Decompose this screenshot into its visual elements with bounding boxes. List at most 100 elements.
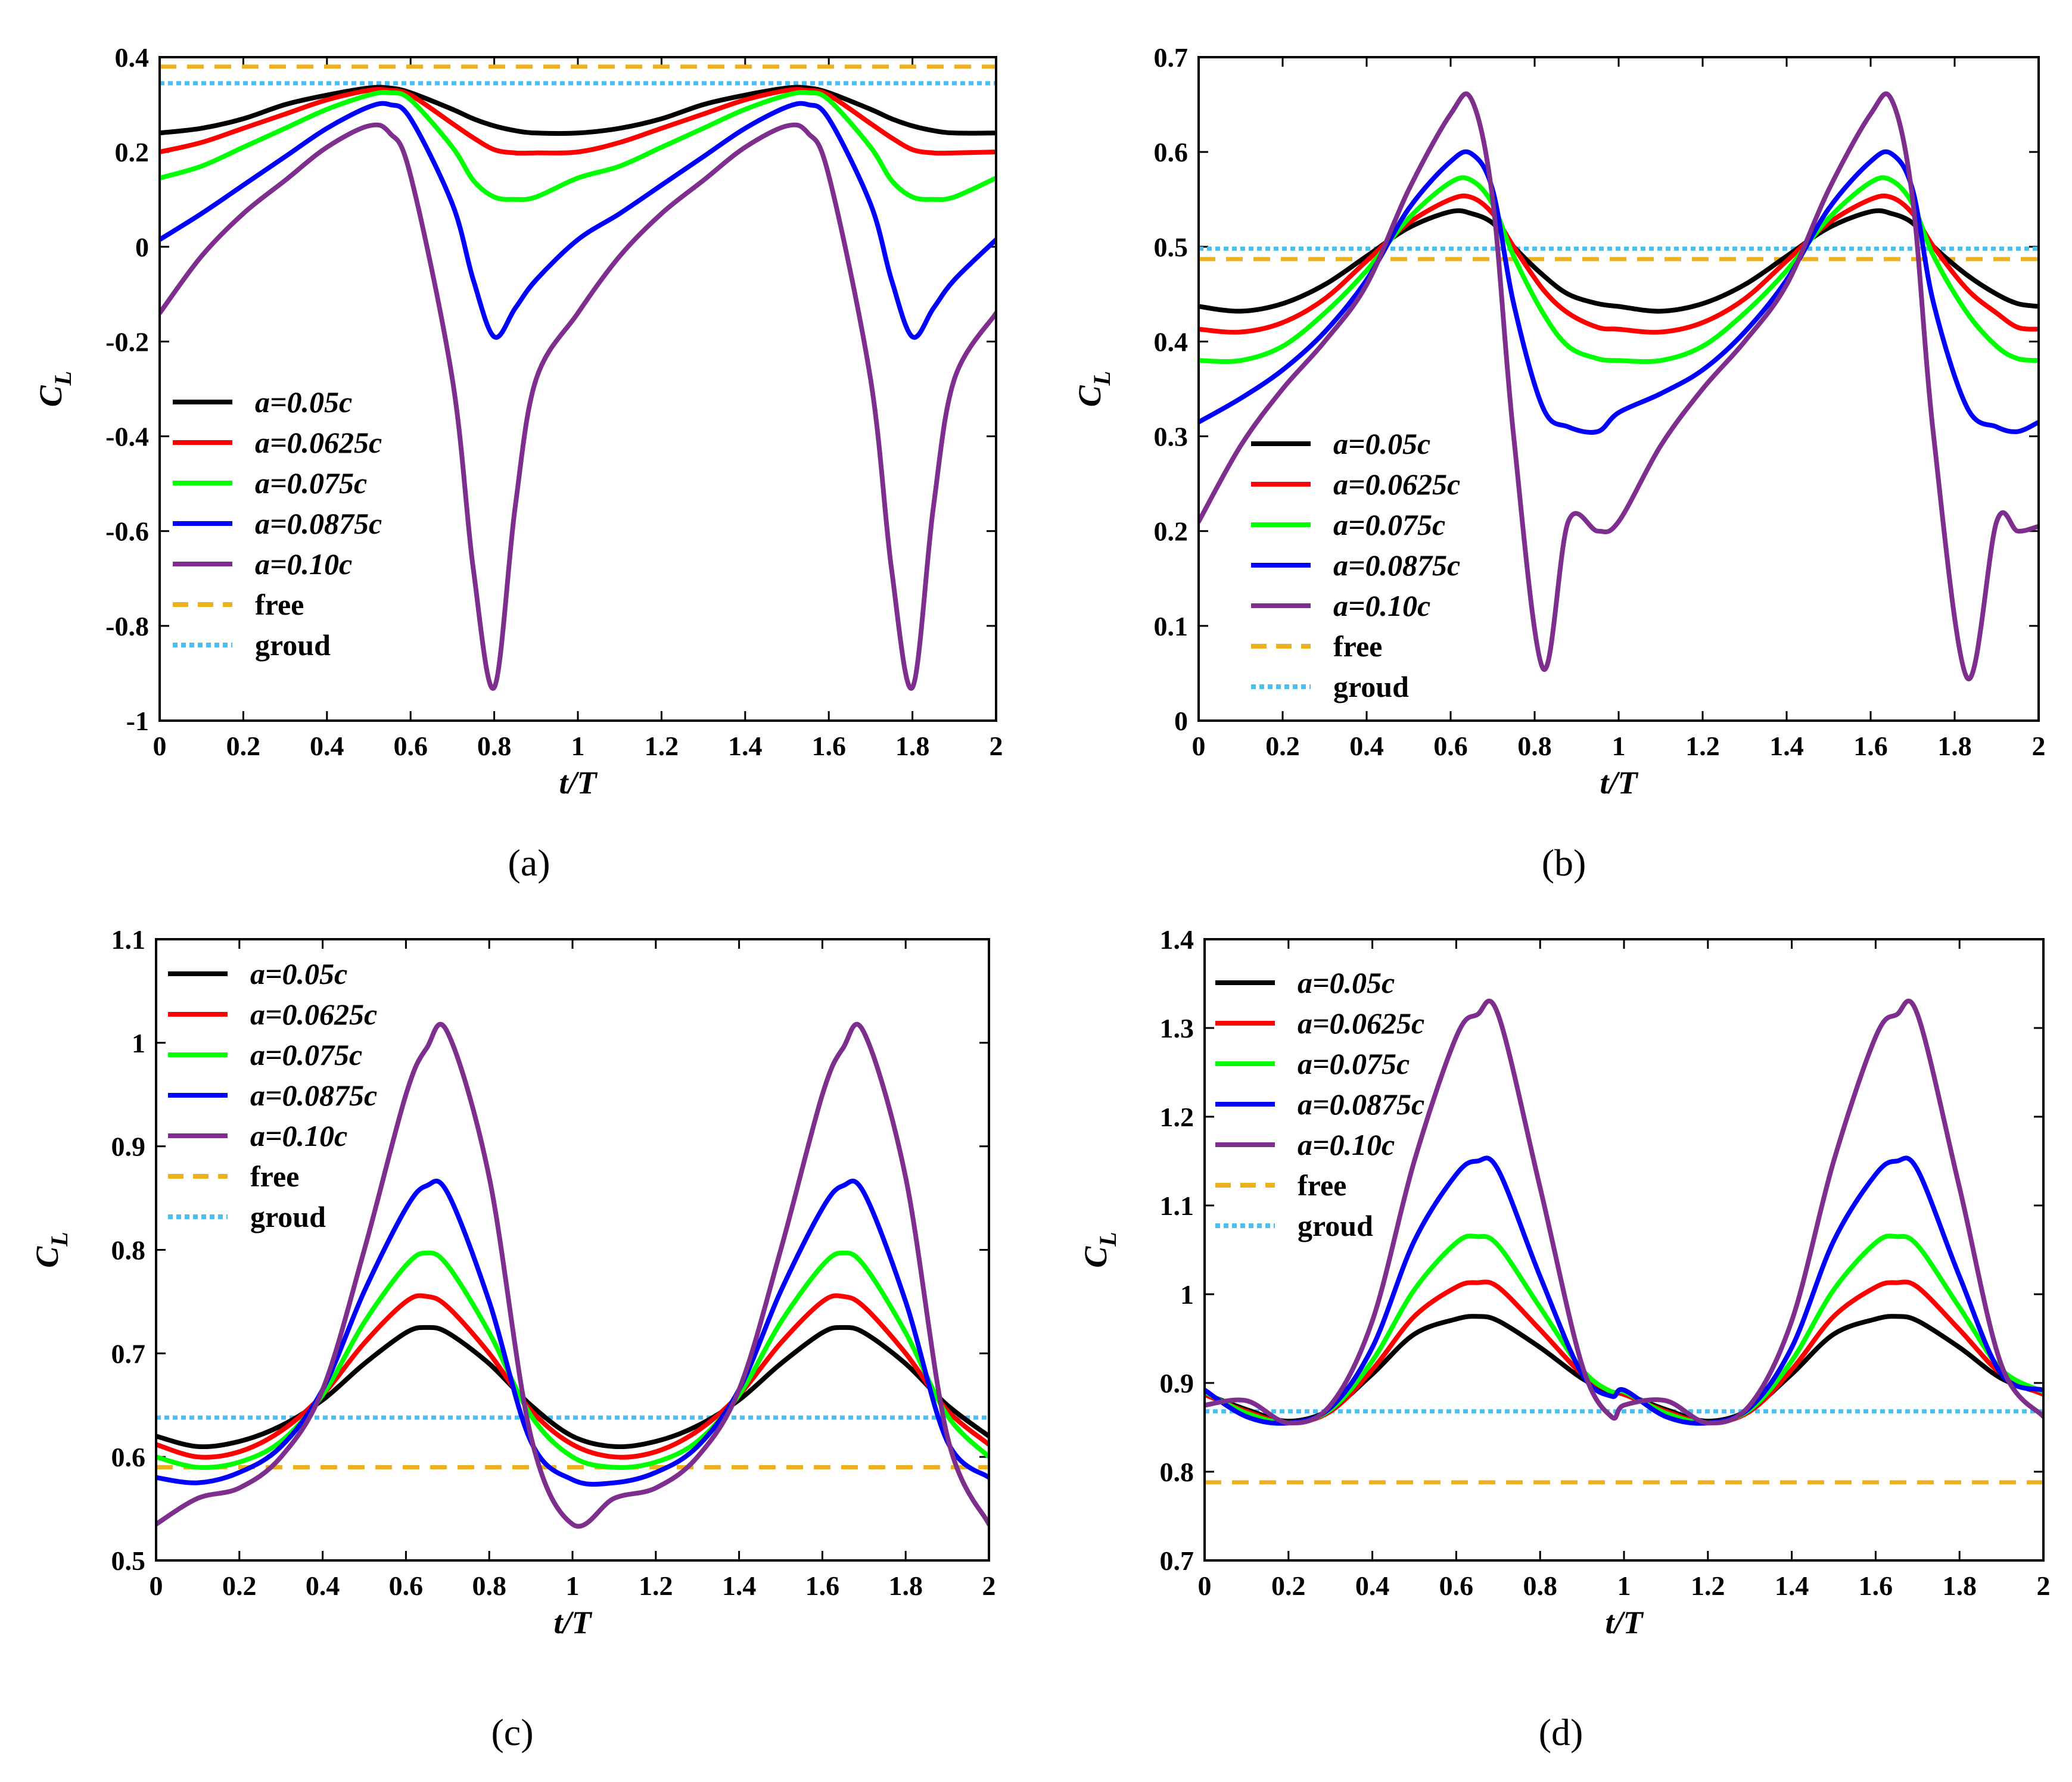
y-tick-label: 1.2 xyxy=(1160,1102,1194,1132)
panel-d: 0 0.2 0.4 0.6 0.8 1 1.2 1.4 1.6 1.8 2 0.7 0.8 0.9 1 1.1… xyxy=(1078,924,2051,1753)
x-tick-label: 0.4 xyxy=(306,1571,340,1601)
legend-label: a=0.10c xyxy=(250,1119,347,1152)
legend-label: a=0.05c xyxy=(1333,427,1430,460)
legend-label: a=0.05c xyxy=(250,957,347,990)
legend-label: a=0.10c xyxy=(255,547,352,581)
legend-label: a=0.10c xyxy=(1298,1128,1395,1161)
legend-label: free xyxy=(1333,630,1382,663)
legend-label: a=0.0625c xyxy=(1333,468,1460,501)
x-tick-label: 2 xyxy=(2037,1571,2051,1601)
y-tick-label: -0.8 xyxy=(105,611,149,641)
legend: a=0.05c a=0.0625c a=0.075c a=0.0875c a=0.10c… xyxy=(168,957,377,1233)
series-line-a=0.10c xyxy=(1205,998,2043,1426)
legend-label: a=0.075c xyxy=(250,1038,362,1071)
x-tick-label: 1.4 xyxy=(728,731,763,761)
x-tick-label: 1.8 xyxy=(888,1571,923,1601)
series-line-a=0.0625c xyxy=(156,1293,989,1460)
x-axis-label: t/T xyxy=(1606,1605,1644,1640)
x-tick-label: 0.6 xyxy=(1439,1571,1474,1601)
y-tick-label: 0.6 xyxy=(111,1442,146,1472)
legend-label: a=0.075c xyxy=(255,466,367,500)
legend-label: free xyxy=(1298,1169,1346,1202)
x-tick-label: 0 xyxy=(1192,731,1206,761)
y-axis-label: CL xyxy=(1072,371,1115,407)
y-axis-label: CL xyxy=(33,371,76,407)
legend-label: a=0.0875c xyxy=(1333,549,1460,582)
y-tick-label: 1.1 xyxy=(111,924,146,955)
x-tick-label: 0.4 xyxy=(1349,731,1384,761)
legend-label: groud xyxy=(255,628,331,662)
y-tick-label: 0 xyxy=(1174,706,1188,736)
x-tick-label: 0.2 xyxy=(1265,731,1300,761)
y-tick-label: 0.7 xyxy=(111,1338,146,1369)
x-tick-label: 0.6 xyxy=(393,731,428,761)
legend-label: free xyxy=(250,1160,299,1193)
legend-label: a=0.05c xyxy=(255,385,352,419)
series-line-a=0.10c xyxy=(1199,91,2039,681)
x-tick-label: 1 xyxy=(571,731,585,761)
series-line-a=0.075c xyxy=(160,90,996,202)
y-tick-label: 1.4 xyxy=(1160,924,1194,955)
axes-box xyxy=(158,56,997,722)
x-tick-label: 0.2 xyxy=(222,1571,257,1601)
x-tick-label: 1.6 xyxy=(1859,1571,1893,1601)
legend-label: a=0.0625c xyxy=(1298,1007,1424,1040)
y-tick-label: -0.2 xyxy=(105,326,149,357)
x-tick-label: 0.8 xyxy=(1523,1571,1557,1601)
y-tick-label: 0.2 xyxy=(115,137,150,167)
x-tick-label: 0.8 xyxy=(1517,731,1552,761)
axes-box xyxy=(155,938,990,1562)
x-tick-label: 0 xyxy=(150,1571,163,1601)
x-tick-label: 2 xyxy=(2032,731,2046,761)
legend-label: a=0.0875c xyxy=(255,507,382,540)
x-tick-label: 1.8 xyxy=(895,731,930,761)
x-tick-label: 0 xyxy=(153,731,167,761)
x-tick-label: 0 xyxy=(1198,1571,1212,1601)
x-tick-label: 1.4 xyxy=(722,1571,757,1601)
y-tick-label: 0.6 xyxy=(1154,137,1189,167)
x-tick-label: 2 xyxy=(982,1571,996,1601)
y-tick-label: 0.2 xyxy=(1154,516,1189,547)
x-tick-label: 0.8 xyxy=(472,1571,506,1601)
x-tick-label: 0.8 xyxy=(477,731,512,761)
y-tick-label: 0.8 xyxy=(1160,1457,1194,1487)
y-tick-label: 0.5 xyxy=(111,1546,146,1576)
series-line-a=0.0625c xyxy=(160,87,996,156)
y-tick-label: 0.4 xyxy=(115,42,150,73)
legend-label: groud xyxy=(1333,670,1409,703)
legend-label: a=0.0625c xyxy=(255,426,382,459)
x-tick-label: 1.2 xyxy=(645,731,679,761)
y-tick-label: 0.3 xyxy=(1154,422,1189,452)
x-tick-label: 0.6 xyxy=(1433,731,1468,761)
x-tick-label: 0.4 xyxy=(1355,1571,1390,1601)
legend-label: a=0.05c xyxy=(1298,966,1395,999)
y-tick-label: 0.7 xyxy=(1154,42,1189,73)
legend-label: a=0.0625c xyxy=(250,998,377,1031)
x-tick-label: 1.4 xyxy=(1775,1571,1809,1601)
legend-label: a=0.0875c xyxy=(1298,1088,1424,1121)
legend-label: free xyxy=(255,588,304,621)
panel-a: 0 0.2 0.4 0.6 0.8 1 1.2 1.4 1.6 1.8 2 -1 -0.8 -0.6 -0.… xyxy=(33,42,1003,884)
x-axis-label: t/T xyxy=(559,765,598,800)
x-tick-label: 1 xyxy=(1612,731,1626,761)
series-line-a=0.05c xyxy=(160,85,996,136)
y-axis-label: CL xyxy=(1078,1232,1121,1267)
legend-label: a=0.075c xyxy=(1333,508,1445,541)
x-tick-label: 1.2 xyxy=(1691,1571,1725,1601)
y-tick-label: 0.1 xyxy=(1154,611,1189,641)
series-line-a=0.10c xyxy=(156,1021,989,1529)
x-tick-label: 1.8 xyxy=(1937,731,1972,761)
x-tick-label: 1 xyxy=(566,1571,580,1601)
x-tick-label: 1.8 xyxy=(1942,1571,1977,1601)
x-tick-label: 1.6 xyxy=(805,1571,840,1601)
x-tick-label: 0.2 xyxy=(226,731,261,761)
x-tick-label: 1 xyxy=(1617,1571,1631,1601)
legend-label: groud xyxy=(250,1200,326,1233)
y-tick-label: 0.7 xyxy=(1160,1546,1194,1576)
y-tick-label: -0.6 xyxy=(105,516,149,547)
panel-caption: (c) xyxy=(491,1711,533,1753)
series-line-a=0.0875c xyxy=(160,101,996,340)
series-line-a=0.10c xyxy=(160,122,996,691)
series-line-a=0.0875c xyxy=(1205,1155,2043,1426)
